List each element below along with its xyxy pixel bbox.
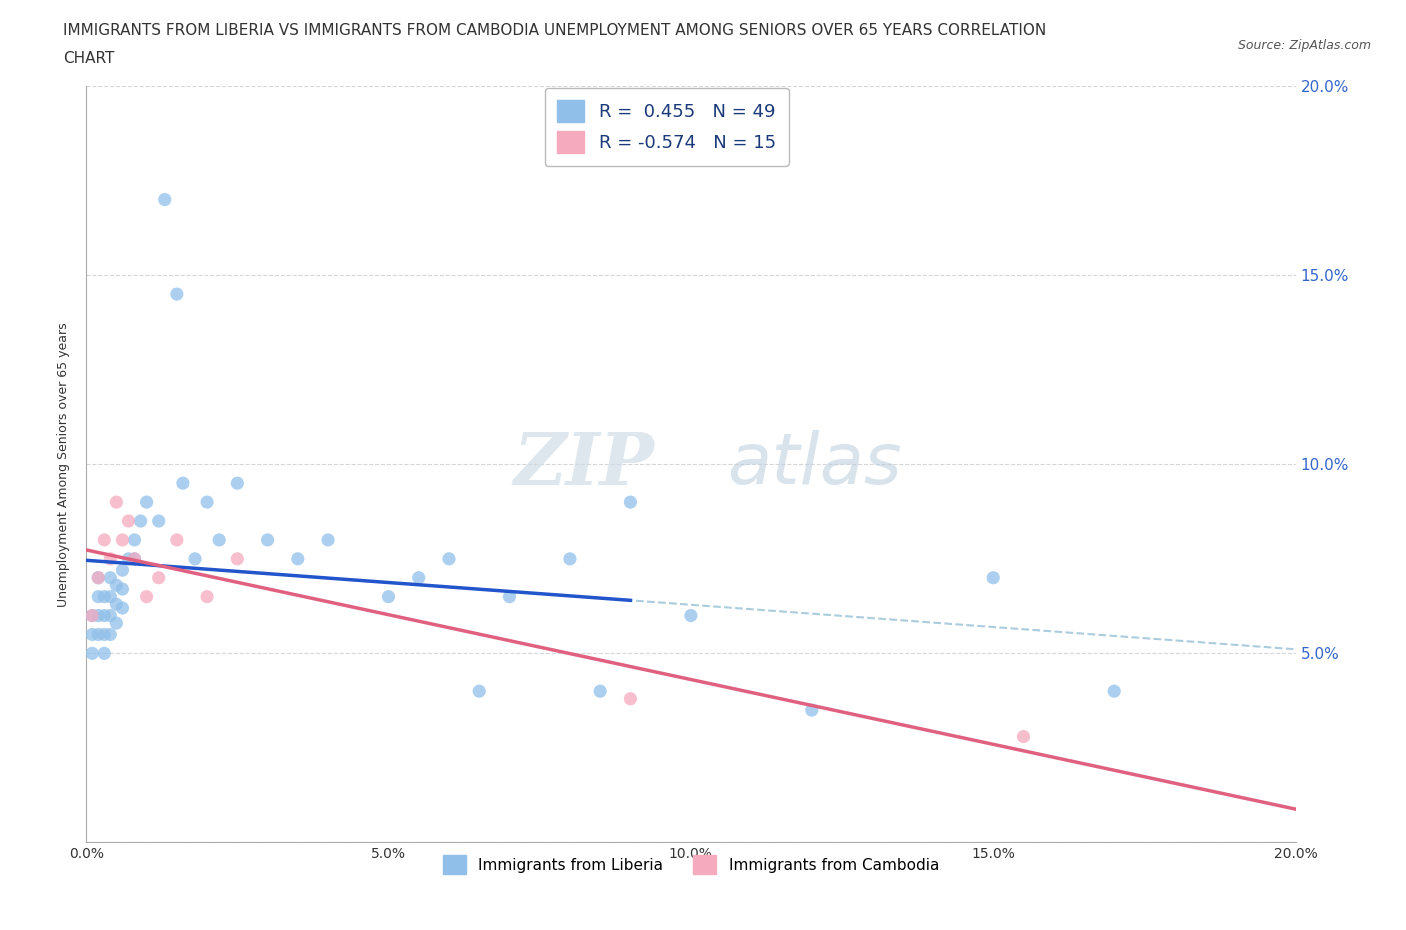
Point	[82, 608, 104, 623]
Text: CHART: CHART	[63, 51, 115, 66]
Point	[124, 551, 146, 566]
Point	[82, 608, 104, 623]
Text: atlas: atlas	[727, 430, 901, 498]
Point	[129, 513, 152, 528]
Point	[124, 533, 146, 548]
Point	[166, 533, 188, 548]
Point	[208, 533, 231, 548]
Point	[498, 590, 520, 604]
Point	[184, 551, 207, 566]
Point	[619, 495, 641, 510]
Point	[117, 551, 139, 566]
Point	[195, 495, 218, 510]
Point	[981, 570, 1004, 585]
Point	[93, 646, 115, 661]
Point	[558, 551, 581, 566]
Point	[117, 513, 139, 528]
Text: IMMIGRANTS FROM LIBERIA VS IMMIGRANTS FROM CAMBODIA UNEMPLOYMENT AMONG SENIORS O: IMMIGRANTS FROM LIBERIA VS IMMIGRANTS FR…	[63, 23, 1046, 38]
Point	[98, 551, 121, 566]
Point	[287, 551, 309, 566]
Point	[98, 608, 121, 623]
Point	[82, 627, 104, 642]
Point	[87, 570, 110, 585]
Point	[437, 551, 460, 566]
Point	[105, 597, 128, 612]
Text: Source: ZipAtlas.com: Source: ZipAtlas.com	[1237, 39, 1371, 52]
Point	[1012, 729, 1035, 744]
Point	[82, 646, 104, 661]
Point	[87, 590, 110, 604]
Point	[195, 590, 218, 604]
Point	[105, 495, 128, 510]
Point	[256, 533, 278, 548]
Point	[111, 601, 134, 616]
Point	[98, 627, 121, 642]
Legend: Immigrants from Liberia, Immigrants from Cambodia: Immigrants from Liberia, Immigrants from…	[437, 849, 945, 880]
Point	[87, 608, 110, 623]
Point	[93, 608, 115, 623]
Point	[135, 495, 157, 510]
Point	[377, 590, 399, 604]
Point	[124, 551, 146, 566]
Y-axis label: Unemployment Among Seniors over 65 years: Unemployment Among Seniors over 65 years	[58, 322, 70, 606]
Point	[135, 590, 157, 604]
Point	[679, 608, 702, 623]
Point	[98, 590, 121, 604]
Point	[148, 570, 170, 585]
Point	[93, 533, 115, 548]
Point	[111, 581, 134, 596]
Point	[105, 578, 128, 592]
Point	[166, 286, 188, 301]
Point	[316, 533, 339, 548]
Point	[800, 703, 823, 718]
Point	[93, 590, 115, 604]
Point	[172, 476, 194, 491]
Point	[226, 476, 249, 491]
Point	[589, 684, 612, 698]
Point	[87, 627, 110, 642]
Text: ZIP: ZIP	[513, 429, 655, 499]
Point	[226, 551, 249, 566]
Point	[111, 563, 134, 578]
Point	[1102, 684, 1125, 698]
Point	[619, 691, 641, 706]
Point	[153, 193, 176, 207]
Point	[98, 570, 121, 585]
Point	[408, 570, 430, 585]
Point	[468, 684, 491, 698]
Point	[148, 513, 170, 528]
Point	[105, 616, 128, 631]
Point	[111, 533, 134, 548]
Point	[93, 627, 115, 642]
Point	[87, 570, 110, 585]
